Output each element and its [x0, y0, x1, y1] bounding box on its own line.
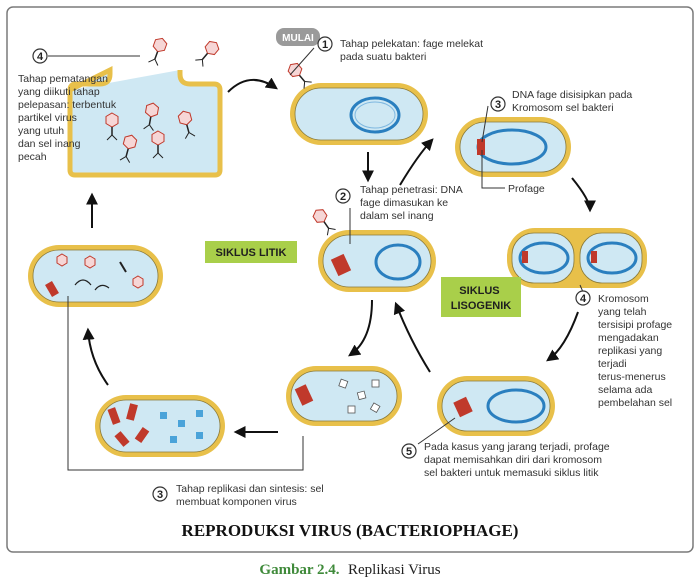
svg-text:SIKLUS LITIK: SIKLUS LITIK	[216, 247, 287, 259]
svg-text:MULAI: MULAI	[282, 33, 314, 44]
profage-label: Profage	[508, 183, 545, 195]
start-badge: MULAI	[276, 28, 320, 46]
step-2-text: Tahap penetrasi: DNA fage dimasukan ke d…	[360, 184, 465, 222]
diagram-frame	[6, 6, 694, 553]
step-3-prophage-text: DNA fage disisipkan pada Kromosom sel ba…	[512, 89, 635, 114]
caption-figure-number: Gambar 2.4.	[259, 562, 339, 578]
figure-caption: Gambar 2.4. Replikasi Virus	[259, 561, 440, 578]
step-4-replication-callout: 4 Kromosom yang telah tersisipi profage …	[575, 290, 675, 409]
step-2-callout: 2 Tahap penetrasi: DNA fage dimasukan ke…	[335, 184, 465, 222]
svg-text:2: 2	[340, 191, 346, 203]
cycle-arrows	[82, 77, 596, 438]
step-4-replication-text: Kromosom yang telah tersisipi profage me…	[598, 293, 675, 409]
step-3-prophage-callout: 3 DNA fage disisipkan pada Kromosom sel …	[490, 89, 635, 114]
phage-injecting-icon	[310, 206, 338, 237]
lysogenic-cycle-tag: SIKLUS LISOGENIK	[441, 277, 521, 317]
bacterium-excision	[437, 376, 555, 436]
step-3-synthesis-text: Tahap replikasi dan sintesis: sel membua…	[176, 483, 327, 508]
diagram-title: REPRODUKSI VIRUS (BACTERIOPHAGE)	[182, 521, 519, 540]
connector-lines	[67, 47, 584, 471]
svg-text:3: 3	[157, 489, 163, 501]
step-4-maturation-text: Tahap pematangan yang diikuti tahap pele…	[18, 73, 119, 163]
lytic-cycle-tag: SIKLUS LITIK	[205, 241, 297, 263]
step-1-text: Tahap pelekatan: fage melekat pada suatu…	[340, 38, 486, 63]
svg-text:3: 3	[495, 99, 501, 111]
bacterium-prophage	[455, 117, 571, 177]
bacterium-penetration	[318, 230, 436, 292]
svg-text:4: 4	[37, 51, 44, 63]
bacterium-synthesis-early	[286, 366, 402, 426]
step-4-maturation-callout: 4 Tahap pematangan yang diikuti tahap pe…	[18, 48, 140, 163]
svg-text:1: 1	[322, 39, 328, 51]
bacterium-synthesis-late	[95, 395, 225, 457]
step-5-callout: 5 Pada kasus yang jarang terjadi, profag…	[401, 441, 613, 479]
step-5-text: Pada kasus yang jarang terjadi, profage …	[424, 441, 613, 479]
bacterium-dividing	[507, 228, 647, 288]
svg-text:SIKLUS LISOGENIK: SIKLUS LISOGENIK	[451, 285, 512, 312]
svg-text:4: 4	[580, 293, 587, 305]
step-1-callout: 1 Tahap pelekatan: fage melekat pada sua…	[317, 36, 486, 63]
bacterium-attachment	[290, 83, 428, 145]
profage-pointer: Profage	[481, 150, 545, 195]
bacterium-lysis	[67, 65, 223, 178]
svg-text:5: 5	[406, 446, 412, 458]
caption-text: Replikasi Virus	[348, 562, 441, 578]
step-3-synthesis-callout: 3 Tahap replikasi dan sintesis: sel memb…	[152, 483, 327, 508]
bacterium-assembly	[28, 245, 163, 307]
